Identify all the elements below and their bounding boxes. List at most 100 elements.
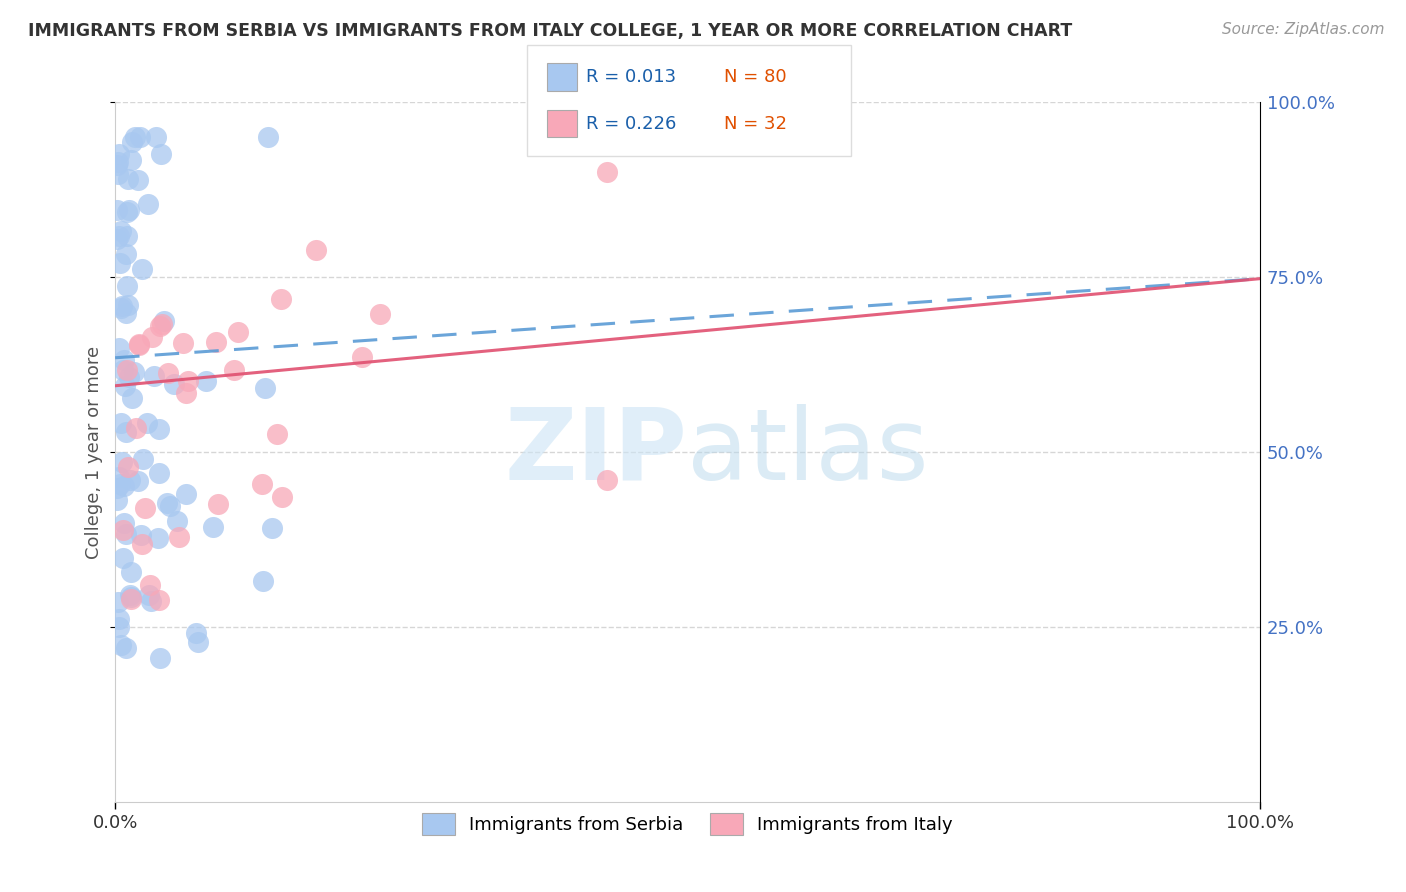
Point (127, 475, 149, 489)
Point (172, 335, 194, 350)
Point (110, 638, 132, 652)
Point (107, 620, 129, 634)
Point (118, 588, 141, 602)
Point (112, 362, 135, 376)
Point (115, 527, 138, 541)
Point (122, 365, 145, 379)
Point (120, 591, 142, 606)
Point (260, 521, 283, 535)
Point (105, 493, 128, 508)
Text: ZIP: ZIP (505, 404, 688, 500)
Point (115, 246, 138, 260)
Point (370, 307, 392, 321)
Point (121, 591, 143, 605)
Point (250, 477, 273, 491)
Point (117, 460, 139, 475)
Point (156, 366, 179, 380)
Point (107, 167, 129, 181)
Point (148, 421, 170, 435)
Point (129, 130, 152, 145)
Point (163, 376, 186, 391)
Point (105, 481, 128, 495)
Point (105, 203, 128, 218)
Point (156, 496, 179, 510)
Point (153, 314, 176, 328)
Point (115, 363, 138, 377)
Point (596, 473, 619, 487)
Point (149, 319, 172, 334)
Point (110, 301, 132, 315)
Point (222, 363, 245, 377)
Point (128, 336, 150, 351)
Point (152, 317, 174, 331)
Point (136, 197, 159, 211)
Point (128, 337, 150, 351)
Point (108, 256, 131, 270)
Text: IMMIGRANTS FROM SERBIA VS IMMIGRANTS FROM ITALY COLLEGE, 1 YEAR OR MORE CORRELAT: IMMIGRANTS FROM SERBIA VS IMMIGRANTS FRO… (28, 22, 1073, 40)
Point (120, 473, 142, 487)
Point (117, 298, 139, 312)
Point (124, 130, 146, 145)
Bar (547, 63, 576, 91)
Point (125, 421, 148, 435)
Point (115, 278, 138, 293)
Point (110, 223, 132, 237)
Point (112, 550, 135, 565)
Point (257, 130, 280, 145)
Point (176, 386, 198, 401)
Point (129, 527, 152, 541)
Point (266, 426, 288, 441)
Legend: Immigrants from Serbia, Immigrants from Italy: Immigrants from Serbia, Immigrants from … (415, 805, 960, 842)
Point (132, 451, 155, 466)
Point (112, 479, 135, 493)
Point (207, 497, 229, 511)
Point (118, 370, 141, 384)
Point (150, 146, 173, 161)
Point (145, 130, 167, 145)
Point (114, 516, 136, 530)
Point (115, 640, 138, 655)
Point (121, 391, 143, 405)
Point (110, 416, 132, 430)
Point (201, 519, 224, 533)
Point (108, 229, 131, 244)
Point (108, 147, 131, 161)
Point (141, 593, 163, 607)
Point (105, 232, 128, 246)
Point (120, 153, 142, 168)
Point (226, 325, 249, 339)
Text: Source: ZipAtlas.com: Source: ZipAtlas.com (1222, 22, 1385, 37)
Point (117, 172, 139, 186)
Text: R = 0.013: R = 0.013 (586, 68, 676, 86)
Point (204, 334, 226, 349)
Point (127, 173, 149, 187)
Point (270, 490, 292, 504)
Point (159, 500, 181, 514)
Point (107, 470, 129, 484)
Point (149, 651, 172, 665)
Point (111, 454, 134, 468)
Point (134, 501, 156, 516)
Point (166, 514, 188, 528)
Point (138, 588, 160, 602)
Point (174, 487, 197, 501)
Point (141, 329, 163, 343)
Point (136, 416, 159, 430)
Point (146, 531, 169, 545)
Point (107, 595, 129, 609)
Point (139, 578, 162, 592)
Point (148, 467, 170, 481)
Point (110, 477, 132, 491)
Point (254, 381, 277, 395)
Point (108, 612, 131, 626)
Point (114, 425, 136, 440)
Point (108, 341, 131, 355)
Point (131, 261, 153, 276)
Text: R = 0.226: R = 0.226 (586, 115, 676, 133)
Point (112, 353, 135, 368)
Point (112, 523, 135, 537)
Point (121, 135, 143, 149)
Point (114, 378, 136, 392)
Point (352, 350, 374, 364)
Point (131, 537, 153, 551)
